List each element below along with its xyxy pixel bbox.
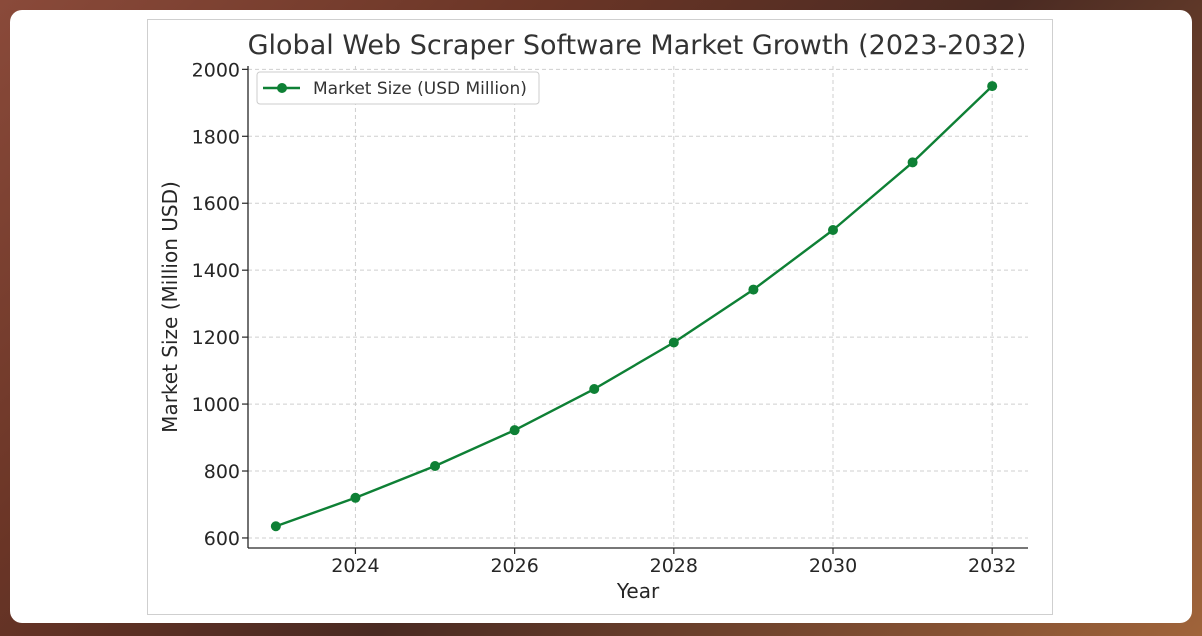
legend: Market Size (USD Million) (256, 71, 540, 105)
y-tick-label: 1000 (192, 394, 240, 416)
x-tick-label: 2024 (331, 555, 379, 577)
y-tick-label: 600 (204, 528, 240, 550)
axes (247, 66, 1028, 549)
series-line (275, 85, 994, 528)
series (270, 81, 998, 532)
x-ticks: 2024 2026 2028 2030 2032 (331, 548, 1016, 577)
y-tick-label: 800 (204, 461, 240, 483)
x-tick-label: 2026 (490, 555, 538, 577)
legend-marker-swatch (277, 83, 287, 93)
data-point (350, 492, 361, 503)
data-point (589, 384, 600, 395)
data-point (748, 284, 759, 295)
y-tick-label: 1400 (192, 260, 240, 282)
figure-frame (147, 19, 1053, 615)
y-tick-label: 1600 (192, 193, 240, 215)
data-point (828, 225, 838, 236)
x-tick-label: 2028 (650, 555, 698, 577)
x-tick-label: 2030 (809, 555, 857, 577)
y-ticks: 600 800 1000 1200 1400 1600 1800 2000 (192, 59, 248, 550)
grid (248, 66, 1028, 548)
data-point (270, 521, 281, 532)
chart-title: Global Web Scraper Software Market Growt… (248, 30, 1027, 61)
data-point (430, 460, 441, 471)
y-tick-label: 1800 (192, 126, 240, 148)
data-point (907, 157, 918, 168)
data-point (509, 425, 520, 436)
legend-label: Market Size (USD Million) (313, 79, 527, 99)
x-tick-label: 2032 (968, 555, 1016, 577)
data-point (987, 81, 998, 92)
y-tick-label: 2000 (192, 59, 240, 81)
y-tick-label: 1200 (192, 327, 240, 349)
legend-box (256, 71, 540, 105)
data-point (668, 337, 679, 348)
x-axis-title: Year (616, 579, 660, 603)
y-axis-title: Market Size (Million USD) (158, 181, 182, 433)
